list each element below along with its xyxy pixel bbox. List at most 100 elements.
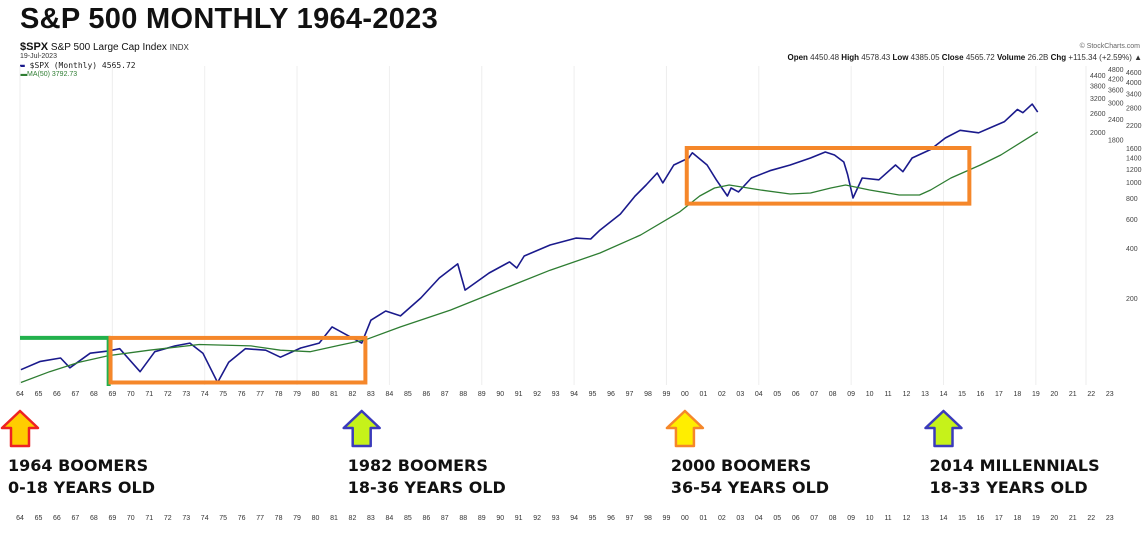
x-tick-label: 06 <box>792 391 800 398</box>
legend-ma-label: MA(50) 3792.73 <box>27 71 78 78</box>
ohlc-value: +115.34 (+2.59%) ▲ <box>1068 53 1142 62</box>
caption-line1: 1982 BOOMERS <box>347 456 488 475</box>
legend-ma: ▬MA(50) 3792.73 <box>20 71 78 78</box>
x-tick-label: 07 <box>810 515 818 522</box>
ma-line <box>20 131 1039 384</box>
x-tick-label: 92 <box>533 391 541 398</box>
x-tick-label: 12 <box>903 391 911 398</box>
x-tick-label: 65 <box>35 391 43 398</box>
stockcharts-credit: © StockCharts.com <box>1079 43 1140 50</box>
x-tick-label: 78 <box>275 391 283 398</box>
x-tick-label: 05 <box>773 391 781 398</box>
x-tick-label: 13 <box>921 391 929 398</box>
x-tick-label: 76 <box>238 391 246 398</box>
x-tick-label: 11 <box>884 391 891 398</box>
x-tick-label: 87 <box>441 515 449 522</box>
x-tick-label: 77 <box>256 391 264 398</box>
chart-date: 19-Jul-2023 <box>20 53 57 60</box>
x-tick-label: 00 <box>681 515 689 522</box>
x-tick-label: 99 <box>663 391 671 398</box>
symbol: $SPX <box>20 41 49 53</box>
x-tick-label: 07 <box>810 391 818 398</box>
y-tick-label: 3600 <box>1108 88 1124 95</box>
x-tick-label: 80 <box>312 515 320 522</box>
x-tick-label: 85 <box>404 515 412 522</box>
ohlc-label: Low <box>892 53 911 62</box>
y-tick-label: 4800 <box>1108 67 1124 74</box>
x-tick-label: 95 <box>589 391 597 398</box>
y-tick-label: 3200 <box>1090 96 1106 103</box>
y-tick-label: 1400 <box>1126 156 1142 163</box>
x-tick-label: 89 <box>478 515 486 522</box>
x-tick-label: 75 <box>219 515 227 522</box>
y-tick-label: 1800 <box>1108 138 1124 145</box>
y-tick-label: 800 <box>1126 196 1138 203</box>
x-tick-label: 74 <box>201 391 209 398</box>
x-tick-label: 78 <box>275 515 283 522</box>
x-tick-label: 93 <box>552 515 560 522</box>
x-tick-label: 64 <box>16 515 24 522</box>
ohlc-label: Open <box>787 53 811 62</box>
x-tick-label: 22 <box>1087 515 1095 522</box>
symbol-header: $SPX S&P 500 Large Cap Index INDX <box>20 41 189 54</box>
x-tick-label: 87 <box>441 391 449 398</box>
x-tick-label: 76 <box>238 515 246 522</box>
x-tick-label: 73 <box>182 515 190 522</box>
x-tick-label: 16 <box>977 515 985 522</box>
x-tick-label: 91 <box>515 391 523 398</box>
x-tick-label: 84 <box>386 391 394 398</box>
x-tick-label: 05 <box>773 515 781 522</box>
caption-line1: 1964 BOOMERS <box>8 456 149 475</box>
x-tick-label: 73 <box>182 391 190 398</box>
x-tick-label: 85 <box>404 391 412 398</box>
x-tick-label: 23 <box>1106 515 1114 522</box>
x-tick-label: 97 <box>626 391 634 398</box>
x-tick-label: 94 <box>570 515 578 522</box>
x-tick-label: 86 <box>422 391 430 398</box>
x-tick-label: 18 <box>1013 391 1021 398</box>
ohlc-value: 4565.72 <box>965 53 997 62</box>
x-tick-label: 19 <box>1032 391 1040 398</box>
x-tick-label: 02 <box>718 515 726 522</box>
x-tick-label: 69 <box>108 391 116 398</box>
price-line <box>20 103 1039 384</box>
x-tick-label: 03 <box>736 515 744 522</box>
x-tick-label: 93 <box>552 391 560 398</box>
x-tick-label: 13 <box>921 515 929 522</box>
caption-line2: 0-18 YEARS OLD <box>8 478 155 497</box>
page-title: S&P 500 MONTHLY 1964-2023 <box>20 3 439 35</box>
y-tick-label: 1000 <box>1126 180 1142 187</box>
y-tick-label: 2400 <box>1108 117 1124 124</box>
orange-range-box <box>684 146 972 206</box>
x-tick-label: 74 <box>201 515 209 522</box>
ohlc-label: High <box>841 53 862 62</box>
x-tick-label: 03 <box>736 391 744 398</box>
x-tick-label: 81 <box>330 391 338 398</box>
x-tick-label: 72 <box>164 391 172 398</box>
x-tick-label: 88 <box>459 515 467 522</box>
x-tick-label: 15 <box>958 391 966 398</box>
ohlc-readout: Open 4450.48 High 4578.43 Low 4385.05 Cl… <box>787 53 1142 62</box>
index-name: S&P 500 Large Cap Index <box>50 42 167 53</box>
x-tick-label: 64 <box>16 391 24 398</box>
y-tick-label: 2000 <box>1090 130 1106 137</box>
y-tick-label: 1200 <box>1126 167 1142 174</box>
y-tick-label: 4400 <box>1090 73 1106 80</box>
x-tick-label: 98 <box>644 515 652 522</box>
generation-caption: 2000 BOOMERS 36-54 YEARS OLD <box>671 455 829 499</box>
x-tick-label: 83 <box>367 515 375 522</box>
orange-range-box <box>108 335 368 385</box>
y-tick-label: 3000 <box>1108 101 1124 108</box>
up-arrow-icon <box>342 409 381 448</box>
caption-line1: 2000 BOOMERS <box>670 456 812 475</box>
legend-price: ▬ $SPX (Monthly) 4565.72 <box>20 61 136 70</box>
x-tick-label: 75 <box>219 391 227 398</box>
x-tick-label: 97 <box>626 515 634 522</box>
caption-line2: 36-54 YEARS OLD <box>670 478 830 497</box>
x-tick-label: 22 <box>1087 391 1095 398</box>
x-tick-label: 67 <box>72 515 80 522</box>
x-tick-label: 00 <box>681 391 689 398</box>
ohlc-value: 26.2B <box>1027 53 1051 62</box>
x-tick-label: 90 <box>496 515 504 522</box>
up-arrow-icon <box>665 409 705 448</box>
